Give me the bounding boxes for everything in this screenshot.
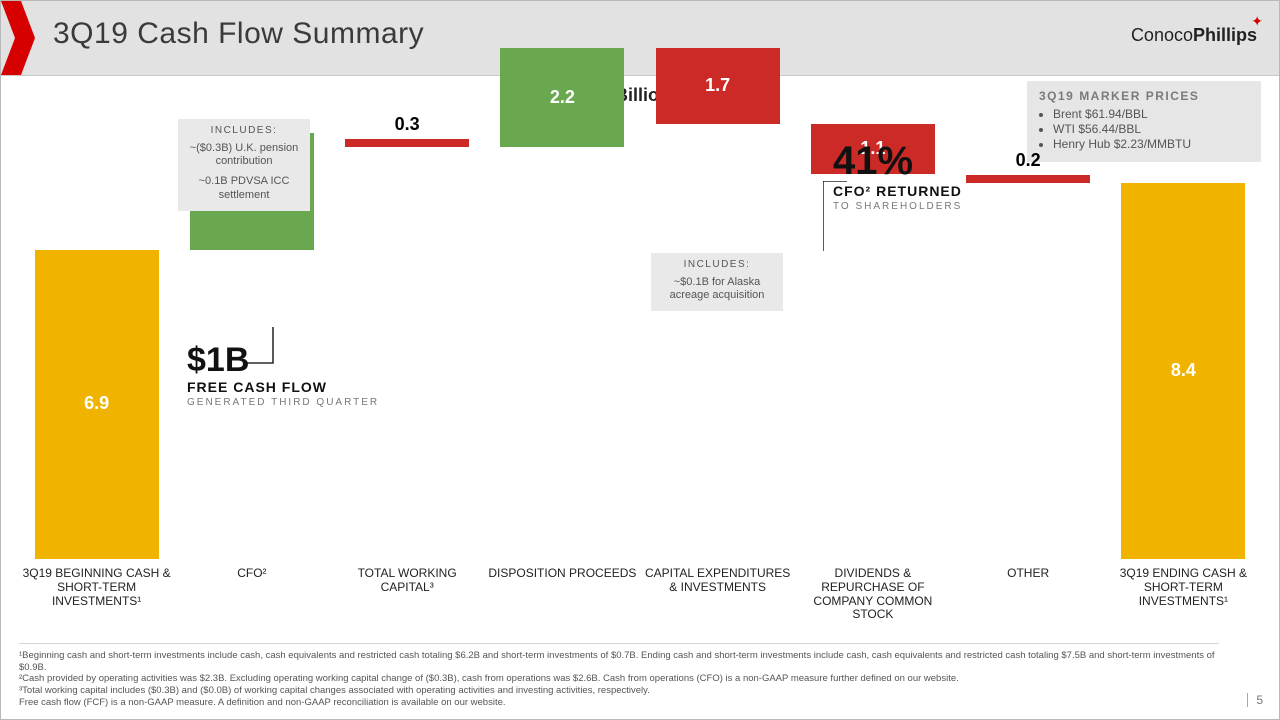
bar-value-label: 2.2 — [485, 87, 640, 108]
x-axis-label: TOTAL WORKING CAPITAL³ — [330, 567, 485, 595]
x-axis-label: 3Q19 BEGINNING CASH & SHORT-TERM INVESTM… — [19, 567, 174, 608]
x-axis-label: DISPOSITION PROCEEDS — [485, 567, 640, 581]
waterfall-column: 0.2 — [951, 111, 1106, 559]
footnote: Free cash flow (FCF) is a non-GAAP measu… — [19, 697, 1219, 709]
capex-includes-callout: INCLUDES: ~$0.1B for Alaska acreage acqu… — [651, 253, 783, 311]
waterfall-column: 0.3 — [330, 111, 485, 559]
callout-line: ~$0.1B for Alaska acreage acquisition — [657, 276, 777, 304]
brand-part-b: Phillips — [1193, 25, 1257, 45]
x-axis-label: DIVIDENDS & REPURCHASE OF COMPANY COMMON… — [795, 567, 950, 622]
cfo-returned-connector — [823, 181, 853, 251]
brand-star-icon: ✦ — [1251, 13, 1263, 30]
slide: 3Q19 Cash Flow Summary ConocoPhillips ✦ … — [0, 0, 1280, 720]
x-axis-label: CAPITAL EXPENDITURES & INVESTMENTS — [640, 567, 795, 595]
x-axis-label: 3Q19 ENDING CASH & SHORT-TERM INVESTMENT… — [1106, 567, 1261, 608]
header: 3Q19 Cash Flow Summary ConocoPhillips ✦ — [1, 1, 1279, 76]
fcf-connector — [247, 327, 287, 367]
waterfall-bar — [345, 139, 469, 147]
footnote: ¹Beginning cash and short-term investmen… — [19, 650, 1219, 674]
footnote: ³Total working capital includes ($0.3B) … — [19, 685, 1219, 697]
callout-line: ~($0.3B) U.K. pension contribution — [184, 142, 304, 170]
bar-value-label: 1.7 — [640, 75, 795, 96]
title-chevron-icon — [1, 1, 37, 75]
callout-line: ~0.1B PDVSA ICC settlement — [184, 175, 304, 203]
callout-title: INCLUDES: — [184, 125, 304, 138]
brand-part-a: Conoco — [1131, 25, 1193, 45]
x-axis: 3Q19 BEGINNING CASH & SHORT-TERM INVESTM… — [19, 559, 1261, 629]
bar-value-label: 0.2 — [951, 150, 1106, 171]
footnote: ²Cash provided by operating activities w… — [19, 673, 1219, 685]
x-axis-label: OTHER — [951, 567, 1106, 581]
cfo-includes-callout: INCLUDES: ~($0.3B) U.K. pension contribu… — [178, 119, 310, 211]
callout-title: INCLUDES: — [657, 259, 777, 272]
waterfall-column: 1.7 — [640, 111, 795, 559]
waterfall-bar — [966, 175, 1090, 183]
bar-value-label: 0.3 — [330, 114, 485, 135]
waterfall-column: 8.4 — [1106, 111, 1261, 559]
x-axis-label: CFO² — [174, 567, 329, 581]
cfo-returned-big: 41% — [833, 141, 962, 181]
waterfall-column: 2.2 — [485, 111, 640, 559]
fcf-annotation-line2: FREE CASH FLOW — [187, 379, 379, 395]
fcf-annotation-line3: GENERATED THIRD QUARTER — [187, 397, 379, 408]
waterfall-column: 6.9 — [19, 111, 174, 559]
bar-value-label: 8.4 — [1106, 360, 1261, 381]
page-title: 3Q19 Cash Flow Summary — [53, 17, 424, 51]
page-number: 5 — [1247, 693, 1263, 707]
brand-logo: ConocoPhillips ✦ — [1131, 25, 1257, 46]
bar-value-label: 6.9 — [19, 393, 174, 414]
footnotes: ¹Beginning cash and short-term investmen… — [19, 643, 1219, 709]
